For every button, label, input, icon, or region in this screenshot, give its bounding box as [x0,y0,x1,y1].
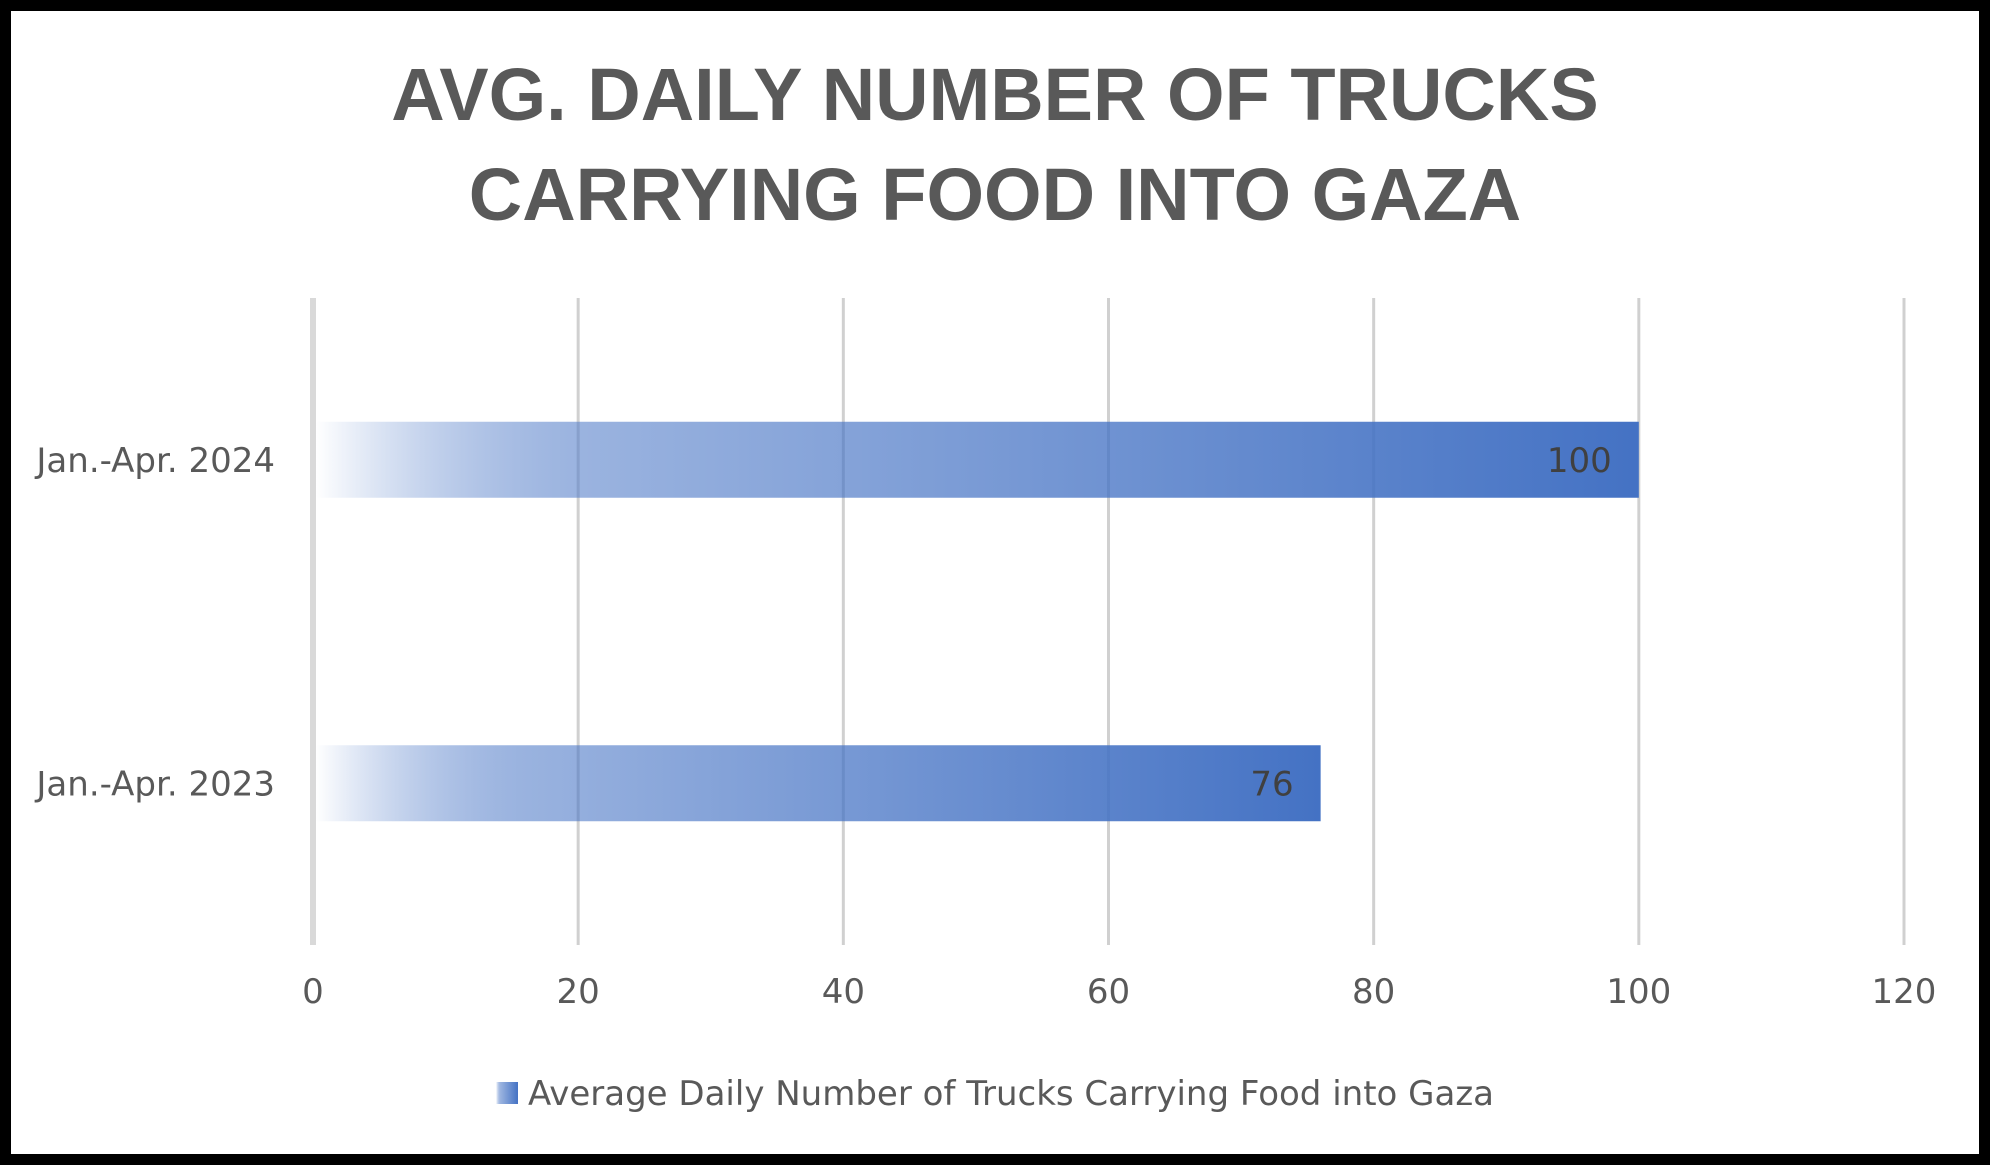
x-tick-label-60: 60 [1087,972,1130,1012]
bar-1 [316,745,1321,822]
x-tick-label-80: 80 [1352,972,1395,1012]
x-tick-label-20: 20 [557,972,600,1012]
labels: 0 20 40 60 80 100 120 100 Jan.-Apr. 2024 76 Jan.-A… [34,441,1936,1012]
bar-0 [316,421,1639,498]
chart-title-line-2: CARRYING FOOD INTO GAZA [468,153,1522,236]
data-label-0: 100 [1547,441,1612,481]
x-tick-label-100: 100 [1606,972,1671,1012]
chart-title-line-1: AVG. DAILY NUMBER OF TRUCKS [391,53,1599,136]
data-label-1: 76 [1250,764,1293,804]
x-tick-label-40: 40 [822,972,865,1012]
category-label-1: Jan.-Apr. 2023 [34,764,275,804]
x-tick-label-0: 0 [302,972,324,1012]
grid-lines [576,298,1906,945]
legend-swatch [495,1082,518,1104]
chart-title: AVG. DAILY NUMBER OF TRUCKS CARRYING FOO… [0,45,1990,245]
bars [316,421,1639,822]
legend-label: Average Daily Number of Trucks Carrying … [528,1074,1494,1114]
category-label-0: Jan.-Apr. 2024 [34,441,275,481]
legend: Average Daily Number of Trucks Carrying … [495,1074,1494,1114]
x-tick-label-120: 120 [1872,972,1937,1012]
